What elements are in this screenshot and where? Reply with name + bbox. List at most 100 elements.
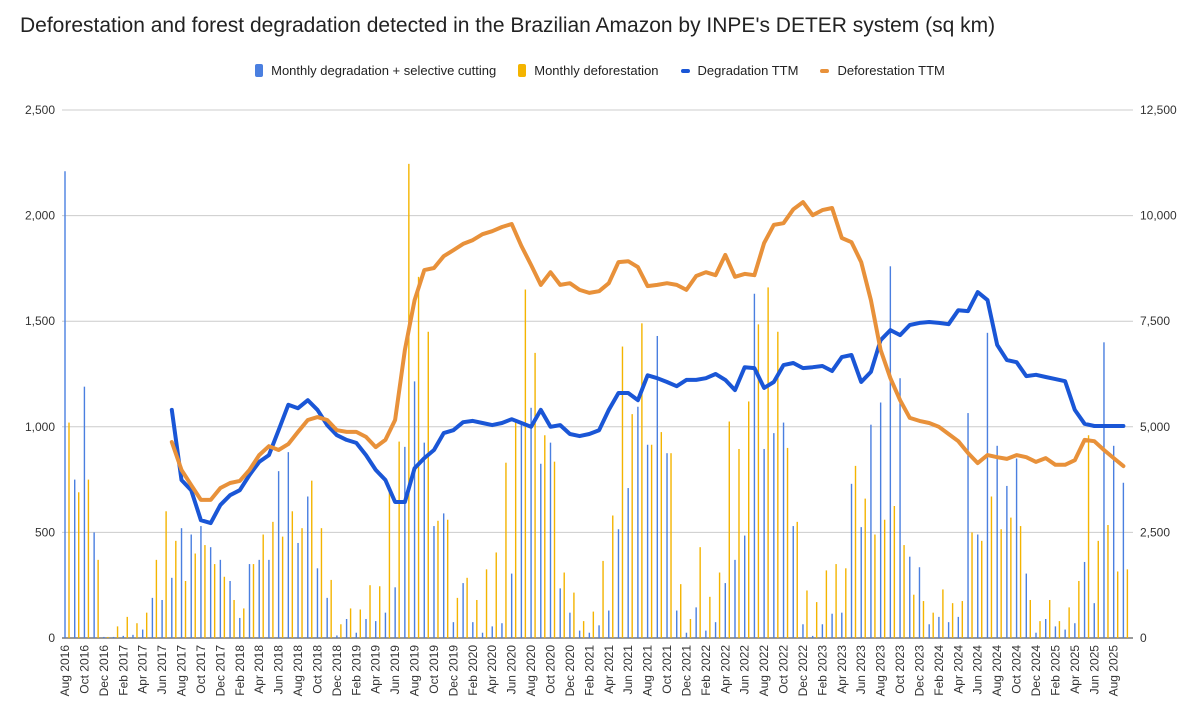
y-left-tick-label: 1,000 xyxy=(25,420,55,434)
x-tick-label: Jun 2020 xyxy=(505,645,519,695)
bar-degradation-monthly xyxy=(549,442,552,638)
bar-deforestation-monthly xyxy=(893,506,896,638)
bar-deforestation-monthly xyxy=(718,572,721,638)
bar-deforestation-monthly xyxy=(728,421,730,638)
bar-deforestation-monthly xyxy=(835,564,837,638)
bar-deforestation-monthly xyxy=(573,592,575,638)
bar-degradation-monthly xyxy=(219,559,222,638)
bar-deforestation-monthly xyxy=(408,163,410,638)
bar-degradation-monthly xyxy=(870,424,872,638)
x-tick-label: Oct 2024 xyxy=(1010,645,1024,694)
bar-deforestation-monthly xyxy=(1097,540,1099,638)
legend-item-deforestation-monthly: Monthly deforestation xyxy=(518,63,659,78)
bar-degradation-monthly xyxy=(239,617,241,638)
bar-degradation-monthly xyxy=(316,568,319,638)
bar-degradation-monthly xyxy=(928,624,930,638)
bar-degradation-monthly xyxy=(1122,482,1125,638)
x-tick-label: Feb 2021 xyxy=(582,645,596,696)
x-tick-label: Aug 2017 xyxy=(175,645,189,697)
bar-degradation-monthly xyxy=(103,636,105,638)
x-tick-label: Feb 2019 xyxy=(349,645,363,696)
bar-degradation-monthly xyxy=(258,559,260,638)
bar-deforestation-monthly xyxy=(233,599,235,638)
bar-degradation-monthly xyxy=(472,622,474,638)
bar-degradation-monthly xyxy=(918,567,921,638)
bar-deforestation-monthly xyxy=(223,576,226,638)
bar-degradation-monthly xyxy=(530,407,532,638)
bar-degradation-monthly xyxy=(404,446,406,638)
x-tick-label: Aug 2018 xyxy=(291,645,305,697)
bar-deforestation-monthly xyxy=(136,623,138,638)
bar-degradation-monthly xyxy=(365,618,367,638)
bar-deforestation-monthly xyxy=(1019,526,1022,638)
y-right-tick-label: 7,500 xyxy=(1140,314,1170,328)
bar-deforestation-monthly xyxy=(1039,621,1041,638)
bar-degradation-monthly xyxy=(637,406,639,638)
bar-deforestation-monthly xyxy=(796,521,798,638)
x-tick-label: Feb 2017 xyxy=(116,645,130,696)
legend-item-degradation-monthly: Monthly degradation + selective cutting xyxy=(255,63,496,78)
x-tick-label: Jun 2021 xyxy=(621,645,635,695)
bar-degradation-monthly xyxy=(608,610,610,638)
bar-deforestation-monthly xyxy=(514,419,517,638)
bar-deforestation-monthly xyxy=(631,414,633,638)
x-tick-label: Oct 2019 xyxy=(427,645,441,694)
bar-degradation-monthly xyxy=(307,496,309,638)
bar-degradation-monthly xyxy=(74,479,76,638)
bar-degradation-monthly xyxy=(501,623,503,638)
legend-swatch-blue-icon xyxy=(255,64,264,77)
legend-item-deforestation-ttm: Deforestation TTM xyxy=(820,63,945,78)
bar-deforestation-monthly xyxy=(767,287,769,638)
bar-degradation-monthly xyxy=(695,607,697,638)
y-right-tick-label: 5,000 xyxy=(1140,420,1170,434)
bar-deforestation-monthly xyxy=(184,580,187,638)
line-deforestation-ttm xyxy=(169,200,1126,502)
bar-deforestation-monthly xyxy=(1126,569,1129,638)
bar-deforestation-monthly xyxy=(165,511,167,638)
bar-degradation-monthly xyxy=(132,634,134,638)
x-tick-label: Dec 2019 xyxy=(446,645,460,697)
bar-degradation-monthly xyxy=(1006,485,1008,638)
bar-degradation-monthly xyxy=(161,599,163,638)
bar-deforestation-monthly xyxy=(699,547,701,638)
bar-degradation-monthly xyxy=(986,332,989,638)
bar-degradation-monthly xyxy=(782,422,785,638)
x-tick-label: Jun 2023 xyxy=(854,645,868,695)
bar-degradation-monthly xyxy=(248,564,251,638)
bar-degradation-monthly xyxy=(180,528,183,638)
bar-deforestation-monthly xyxy=(252,564,255,638)
bar-degradation-monthly xyxy=(656,335,659,638)
bar-deforestation-monthly xyxy=(1029,599,1031,638)
bar-degradation-monthly xyxy=(899,378,901,638)
y-left-tick-label: 500 xyxy=(35,525,55,539)
bar-deforestation-monthly xyxy=(903,545,905,638)
bar-degradation-monthly xyxy=(676,610,678,638)
bar-deforestation-monthly xyxy=(340,624,342,638)
bar-deforestation-monthly xyxy=(786,447,789,638)
bar-deforestation-monthly xyxy=(1068,607,1070,638)
bar-degradation-monthly xyxy=(938,616,940,638)
bar-degradation-monthly xyxy=(802,624,804,638)
bar-degradation-monthly xyxy=(578,630,581,638)
bar-deforestation-monthly xyxy=(544,435,546,638)
bar-degradation-monthly xyxy=(442,513,445,638)
bar-deforestation-monthly xyxy=(243,608,245,638)
x-tick-label: Dec 2022 xyxy=(796,645,810,697)
y-left-tick-label: 1,500 xyxy=(25,314,55,328)
y-left-tick-label: 2,500 xyxy=(25,103,55,117)
bar-degradation-monthly xyxy=(588,632,591,638)
bar-deforestation-monthly xyxy=(1107,525,1109,638)
y-right-tick-label: 0 xyxy=(1140,631,1147,645)
bar-degradation-monthly xyxy=(947,622,950,638)
bar-degradation-monthly xyxy=(627,488,629,638)
bar-deforestation-monthly xyxy=(932,612,934,638)
bar-degradation-monthly xyxy=(841,612,843,638)
legend-item-degradation-ttm: Degradation TTM xyxy=(680,63,798,78)
bar-degradation-monthly xyxy=(200,526,202,638)
bar-degradation-monthly xyxy=(1093,603,1095,638)
bar-deforestation-monthly xyxy=(582,621,585,638)
bar-deforestation-monthly xyxy=(825,570,828,638)
x-tick-label: Dec 2020 xyxy=(563,645,577,697)
x-tick-label: Oct 2021 xyxy=(660,645,674,694)
bar-deforestation-monthly xyxy=(553,461,556,638)
